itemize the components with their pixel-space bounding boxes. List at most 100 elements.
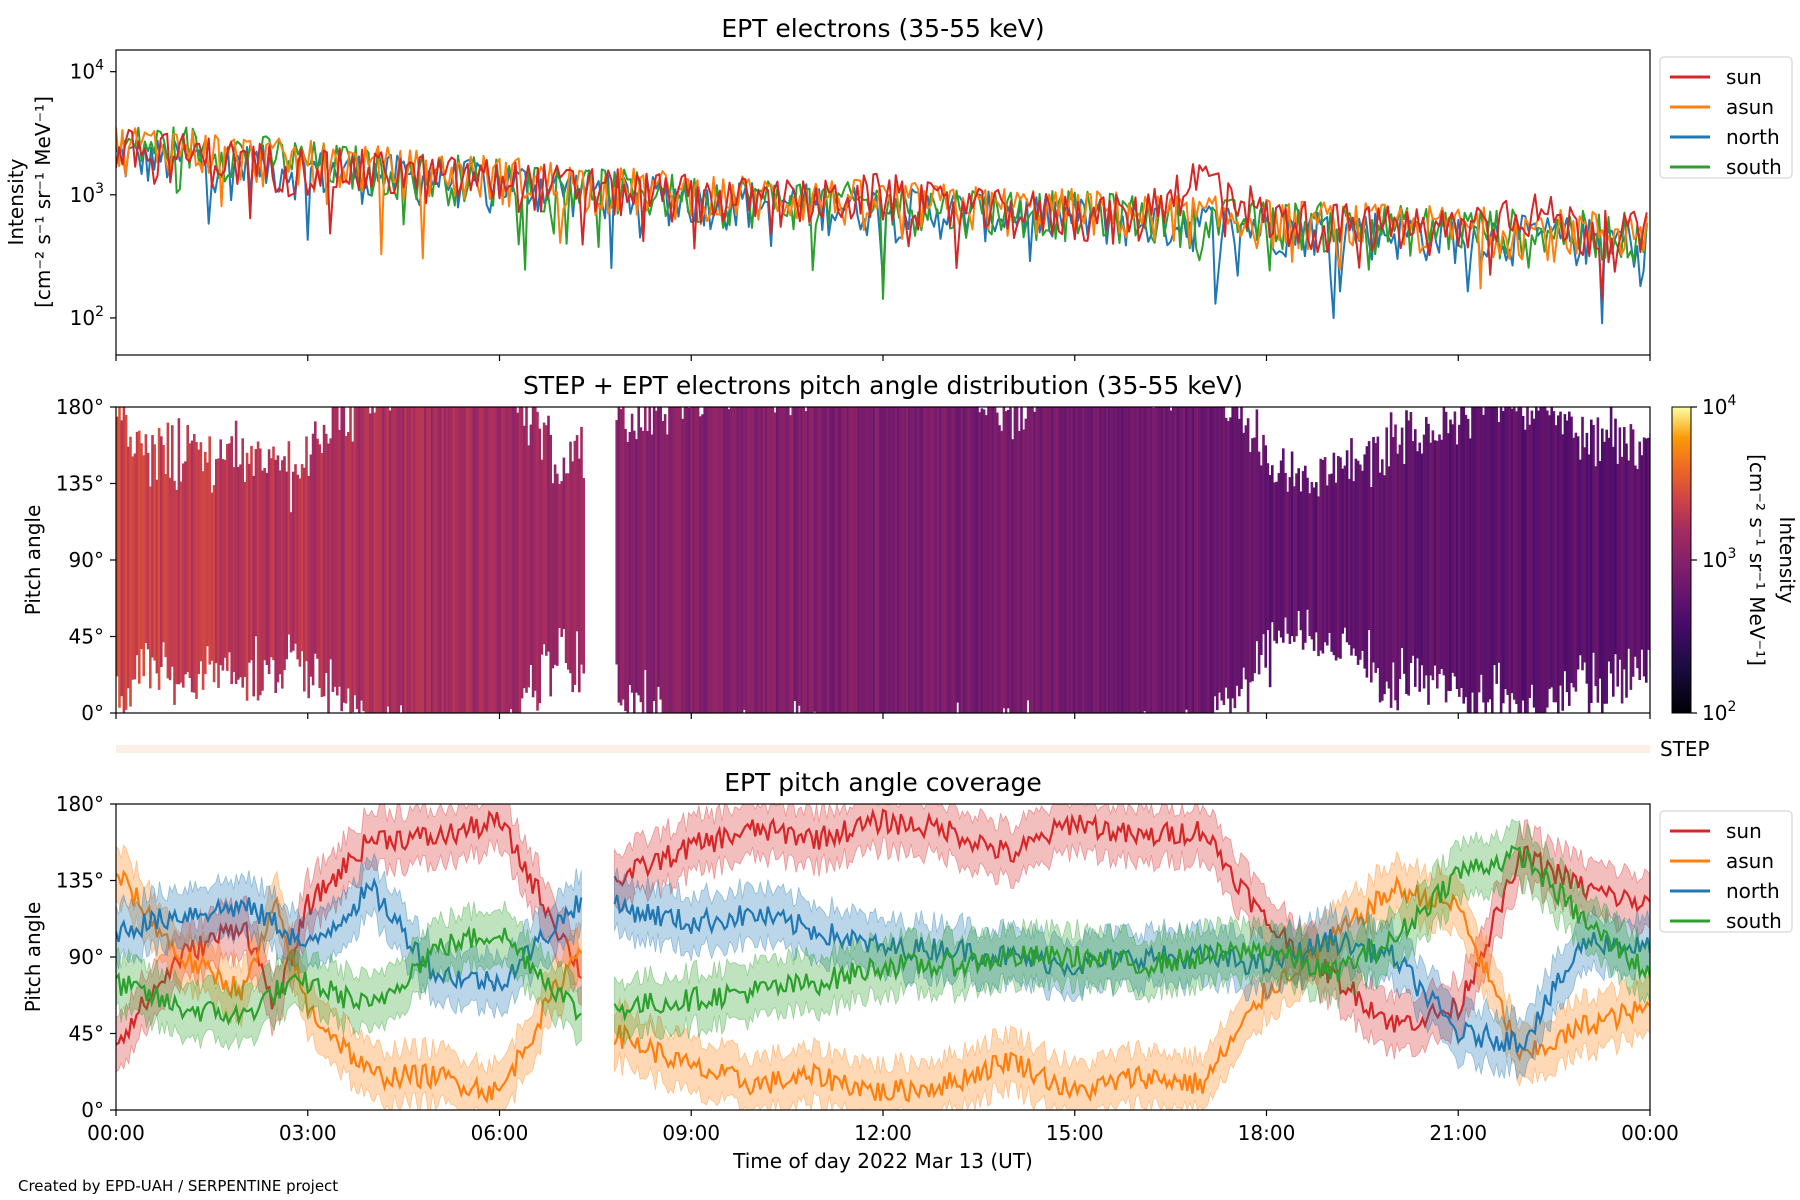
heatmap-cell <box>1075 407 1078 713</box>
heatmap-cell <box>223 459 227 658</box>
heatmap-cell <box>701 414 704 713</box>
heatmap-cell <box>1134 407 1138 713</box>
heatmap-cell <box>195 442 198 699</box>
heatmap-cell <box>417 407 420 713</box>
heatmap-cell <box>842 407 845 713</box>
heatmap-cell <box>857 407 860 713</box>
heatmap-cell <box>663 414 667 713</box>
heatmap-cell <box>967 407 970 713</box>
heatmap-cell <box>1277 473 1281 631</box>
x-tick-label: 00:00 <box>1621 1121 1679 1145</box>
series-line-sun <box>116 128 1648 301</box>
heatmap-cell <box>1271 465 1274 623</box>
heatmap-cell <box>140 443 143 650</box>
heatmap-cell <box>1000 430 1003 713</box>
heatmap-cell <box>558 484 561 628</box>
heatmap-cell <box>366 407 370 713</box>
heatmap-cell <box>404 407 407 713</box>
heatmap-cell <box>527 445 530 688</box>
heatmap-cell <box>382 407 385 713</box>
heatmap-cell <box>991 407 995 713</box>
heatmap-cell <box>1451 424 1454 673</box>
heatmap-cell <box>1053 407 1056 713</box>
heatmap-cell <box>1257 451 1261 675</box>
heatmap-cell <box>283 456 286 670</box>
heatmap-cell <box>179 481 183 683</box>
heatmap-cell <box>897 407 900 713</box>
heatmap-cell <box>1136 407 1140 713</box>
heatmap-cell <box>1541 407 1545 713</box>
heatmap-cell <box>138 430 141 684</box>
heatmap-cell <box>1081 407 1085 713</box>
heatmap-cell <box>1359 464 1362 660</box>
heatmap-cell <box>1024 418 1028 713</box>
heatmap-cell <box>646 431 649 713</box>
heatmap-cell <box>164 474 167 658</box>
heatmap-cell <box>934 407 937 713</box>
heatmap-cell <box>853 407 856 713</box>
heatmap-cell <box>705 407 709 713</box>
heatmap-cell <box>1471 407 1474 693</box>
heatmap-cell <box>721 407 724 713</box>
heatmap-cell <box>1092 407 1096 713</box>
heatmap-cell <box>1323 457 1327 643</box>
y-tick-label: 90° <box>69 945 104 969</box>
heatmap-cell <box>1229 417 1232 713</box>
heatmap-cell <box>754 407 757 713</box>
heatmap-cell <box>1436 440 1439 689</box>
panel1-yunit: [cm⁻² s⁻¹ sr⁻¹ MeV⁻¹] <box>31 96 55 308</box>
heatmap-cell <box>287 441 291 635</box>
heatmap-cell <box>1519 407 1523 713</box>
heatmap-cell <box>413 407 416 713</box>
heatmap-cell <box>1297 468 1300 611</box>
heatmap-cell <box>1097 407 1100 713</box>
heatmap-cell <box>1282 448 1285 643</box>
heatmap-cell <box>1515 411 1518 705</box>
heatmap-cell <box>870 407 874 713</box>
heatmap-cell <box>912 407 915 713</box>
heatmap-cell <box>734 407 737 713</box>
heatmap-cell <box>1040 407 1043 713</box>
heatmap-cell <box>234 420 238 684</box>
heatmap-cell <box>342 407 346 703</box>
heatmap-cell <box>1260 465 1263 655</box>
heatmap-cell <box>1037 407 1041 713</box>
heatmap-cell <box>1462 407 1465 704</box>
heatmap-cell <box>1174 407 1177 713</box>
heatmap-cell <box>217 458 220 688</box>
heatmap-cell <box>716 407 720 713</box>
heatmap-cell <box>1596 417 1600 703</box>
heatmap-cell <box>743 407 746 710</box>
heatmap-cell <box>644 407 647 671</box>
heatmap-cell <box>1563 414 1567 672</box>
heatmap-cell <box>888 407 891 713</box>
heatmap-cell <box>806 407 810 713</box>
heatmap-cell <box>580 426 583 665</box>
heatmap-cell <box>371 407 374 713</box>
heatmap-cell <box>1559 411 1562 686</box>
heatmap-cell <box>228 443 231 653</box>
heatmap-cell <box>1429 442 1432 676</box>
heatmap-cell <box>571 461 574 693</box>
heatmap-cell <box>1295 473 1298 637</box>
heatmap-cell <box>1585 432 1589 684</box>
heatmap-cell <box>569 441 572 674</box>
heatmap-cell <box>542 422 546 645</box>
x-tick-label: 00:00 <box>87 1121 145 1145</box>
heatmap-cell <box>272 446 275 661</box>
heatmap-cell <box>804 411 808 713</box>
heatmap-cell <box>985 415 988 713</box>
panel2-yticks: 0° 45° 90° 135° 180° <box>56 395 116 725</box>
heatmap-cell <box>1579 459 1582 656</box>
heatmap-cell <box>1286 491 1289 634</box>
heatmap-cell <box>151 435 154 658</box>
heatmap-cell <box>1273 482 1276 641</box>
heatmap-cell <box>1497 422 1501 663</box>
heatmap-cell <box>525 407 528 693</box>
panel4-title: EPT pitch angle coverage <box>724 768 1042 797</box>
heatmap-cell <box>144 434 148 644</box>
series-line-north <box>613 894 1650 1053</box>
heatmap-cell <box>699 416 702 713</box>
legend-label-asun: asun <box>1726 95 1774 119</box>
heatmap-cell <box>1618 427 1622 660</box>
